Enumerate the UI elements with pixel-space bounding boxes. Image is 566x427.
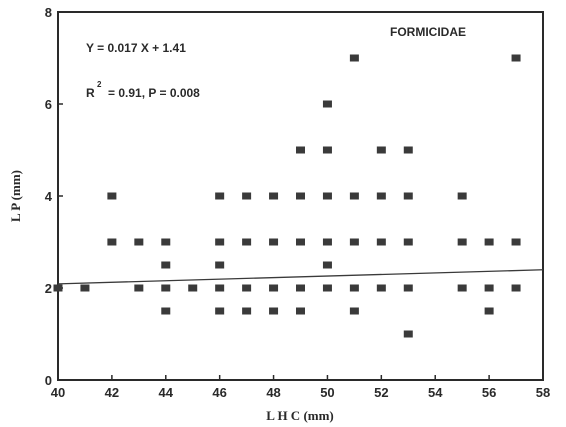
x-tick-label: 40 — [51, 385, 65, 400]
data-point — [215, 284, 225, 292]
data-point — [376, 192, 386, 200]
data-point — [215, 192, 225, 200]
data-point — [53, 284, 63, 292]
data-point — [107, 192, 117, 200]
data-point — [269, 307, 279, 315]
data-point — [161, 307, 171, 315]
x-tick-label: 54 — [428, 385, 443, 400]
y-tick-label: 0 — [45, 373, 52, 388]
data-point — [215, 307, 225, 315]
data-point — [269, 284, 279, 292]
x-tick-label: 48 — [266, 385, 280, 400]
data-points — [53, 54, 521, 338]
y-tick-label: 6 — [45, 97, 52, 112]
regression-stats: = 0.91, P = 0.008 — [108, 86, 200, 100]
data-point — [349, 238, 359, 246]
data-point — [322, 100, 332, 108]
data-point — [242, 284, 252, 292]
data-point — [403, 330, 413, 338]
data-point — [134, 238, 144, 246]
data-point — [242, 192, 252, 200]
regression-equation: Y = 0.017 X + 1.41 — [86, 41, 186, 55]
data-point — [511, 238, 521, 246]
data-point — [80, 284, 90, 292]
data-point — [403, 238, 413, 246]
y-axis-label: L P (mm) — [8, 170, 23, 222]
data-point — [269, 238, 279, 246]
x-tick-label: 56 — [482, 385, 496, 400]
data-point — [484, 307, 494, 315]
regression-layer — [57, 269, 544, 285]
x-tick-label: 46 — [212, 385, 226, 400]
data-point — [296, 146, 305, 154]
r-squared-symbol: R — [86, 86, 95, 100]
data-point — [107, 238, 117, 246]
data-point — [511, 284, 521, 292]
chart-title: FORMICIDAE — [390, 25, 466, 39]
data-point — [403, 192, 413, 200]
x-axis-label: L H C (mm) — [266, 408, 334, 423]
data-point — [457, 284, 467, 292]
data-point — [349, 284, 359, 292]
x-tick-label: 44 — [159, 385, 174, 400]
data-point — [161, 261, 171, 269]
data-point — [376, 284, 386, 292]
y-tick-label: 4 — [45, 189, 53, 204]
data-point — [322, 192, 332, 200]
data-point — [161, 284, 171, 292]
data-point — [457, 192, 467, 200]
data-point — [296, 192, 305, 200]
y-tick-label: 8 — [45, 5, 52, 20]
data-point — [215, 261, 225, 269]
data-point — [296, 284, 305, 292]
data-point — [511, 54, 521, 62]
data-point — [484, 238, 494, 246]
x-tick-label: 42 — [105, 385, 119, 400]
data-point — [134, 284, 144, 292]
data-point — [269, 192, 279, 200]
data-point — [376, 146, 386, 154]
data-point — [484, 284, 494, 292]
data-point — [188, 284, 198, 292]
data-point — [349, 54, 359, 62]
data-point — [403, 146, 413, 154]
data-point — [403, 284, 413, 292]
data-point — [296, 238, 305, 246]
data-point — [161, 238, 171, 246]
data-point — [457, 238, 467, 246]
data-point — [242, 307, 252, 315]
data-point — [322, 284, 332, 292]
data-point — [349, 307, 359, 315]
y-tick-label: 2 — [45, 281, 52, 296]
data-point — [296, 307, 305, 315]
x-tick-label: 50 — [320, 385, 334, 400]
data-point — [376, 238, 386, 246]
data-point — [322, 238, 332, 246]
data-point — [242, 238, 252, 246]
data-point — [322, 146, 332, 154]
r-squared-exponent: 2 — [97, 80, 102, 89]
regression-line — [57, 269, 544, 285]
x-tick-label: 58 — [536, 385, 550, 400]
data-point — [322, 261, 332, 269]
data-point — [349, 192, 359, 200]
data-point — [215, 238, 225, 246]
x-tick-label: 52 — [374, 385, 388, 400]
